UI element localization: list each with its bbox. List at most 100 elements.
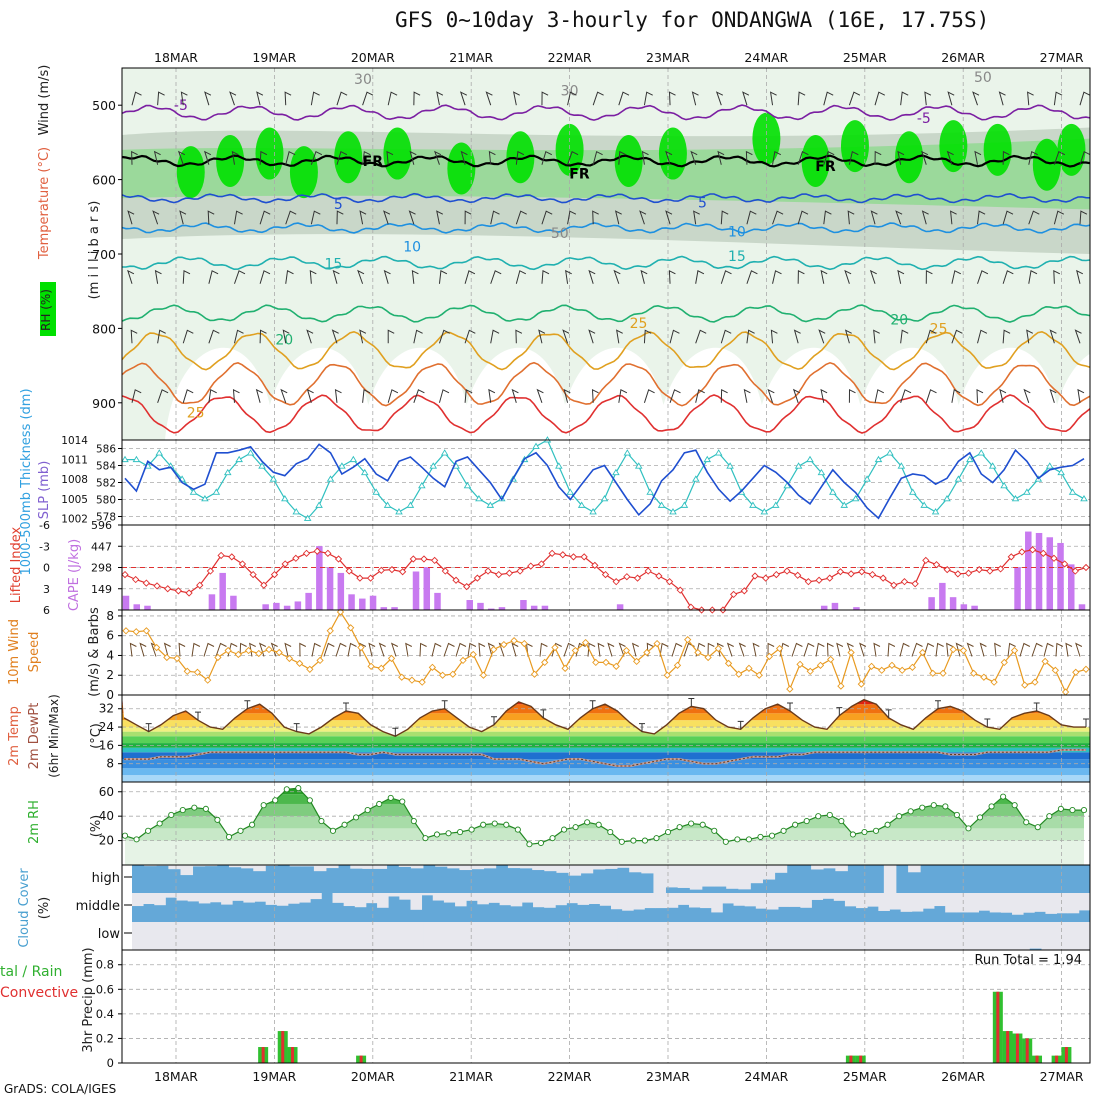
cloud-cover-cell: [789, 893, 801, 907]
wind-barb: [386, 150, 394, 165]
rh-point: [537, 839, 545, 847]
wind-barb: [436, 210, 444, 225]
wind-barb: [836, 642, 844, 657]
thickness-axis-label: 1000-500mb Thickness (dm): [19, 388, 34, 575]
cape-bar: [498, 607, 506, 610]
isotherm-label: 10: [728, 225, 746, 241]
cloud-cover-cell: [362, 922, 375, 950]
lifted-index-point: [292, 554, 300, 562]
wind-speed-point: [888, 661, 896, 669]
cloud-cover-cell: [471, 922, 485, 950]
cloud-cover-cell: [338, 922, 351, 950]
cloud-cover-cell: [622, 893, 634, 911]
isotherm-line: [121, 304, 1091, 323]
cloud-cover-cell: [798, 922, 812, 950]
wind-barb: [720, 329, 732, 344]
slp-point: [1080, 494, 1088, 502]
lifted-index-point: [911, 580, 919, 588]
rh-tick-label: 60: [99, 785, 114, 799]
wind-barb: [820, 388, 828, 403]
cape-bar: [208, 594, 216, 610]
cloud-cover-cell: [510, 893, 523, 907]
lifted-index-point: [623, 573, 631, 581]
cape-bar: [939, 582, 946, 610]
wind-speed-point: [479, 671, 488, 679]
wind-barb: [738, 642, 746, 657]
temperature-range-bar: [392, 727, 399, 737]
wind-barb: [668, 269, 676, 284]
lifted-index-point: [900, 578, 909, 586]
wind-barb: [413, 389, 425, 403]
temperature-range-bar: [984, 718, 991, 728]
rh-point: [387, 794, 394, 801]
precip-tick-label: 0: [107, 1056, 114, 1070]
wind-barb: [772, 270, 782, 284]
cloud-cover-cell: [459, 922, 472, 950]
lifted-index-point: [964, 569, 973, 577]
wind-barb: [1077, 388, 1085, 403]
wind-barb: [551, 642, 562, 657]
wind-barb: [998, 91, 1006, 106]
slp-point: [532, 442, 540, 449]
temperature-tick-label: 24: [99, 720, 114, 734]
rh-point: [1069, 807, 1076, 814]
cape-tick-label: 298: [91, 562, 112, 575]
wind-barb: [459, 91, 468, 106]
wind-barb: [870, 210, 878, 225]
lifted-index-point: [772, 570, 780, 579]
cape-bar: [1057, 542, 1064, 610]
rh-point: [457, 828, 464, 836]
wind-barb: [900, 389, 912, 403]
wind-speed-point: [755, 671, 763, 679]
wind-barb: [285, 270, 294, 284]
cloud-cover-cell: [644, 893, 656, 909]
slp-point: [1068, 488, 1077, 495]
date-label-bottom: 18MAR: [154, 1069, 198, 1084]
wind-speed-point: [1082, 665, 1090, 673]
wind-barb: [887, 642, 896, 657]
rh-point: [283, 786, 290, 793]
cloud-cover-cell: [945, 893, 957, 913]
cape-bar: [359, 598, 366, 610]
wind-barb: [752, 642, 760, 657]
lifted-index-point: [206, 567, 215, 575]
thickness-tick-label: 584: [96, 461, 116, 473]
wind-speed-point: [357, 643, 365, 652]
wind-speed-point: [398, 673, 406, 681]
cloud-cover-cell: [168, 922, 181, 950]
cloud-cover-cell: [922, 893, 935, 909]
rh-point: [745, 836, 752, 843]
date-label-bottom: 24MAR: [744, 1069, 788, 1084]
wind-speed-point: [745, 664, 753, 672]
precip-convective-bar: [1025, 1038, 1029, 1063]
rh-point: [168, 811, 175, 819]
dewpoint-line: [124, 749, 1086, 767]
wind-barb: [464, 210, 472, 225]
rh-fill: [125, 788, 1084, 795]
slp-point: [966, 455, 974, 463]
temperature-range-bar: [441, 700, 448, 709]
wind-barb: [383, 269, 391, 284]
wind-barb: [618, 150, 627, 165]
precip-convective-bar: [859, 1055, 863, 1063]
wind-barb: [438, 389, 450, 403]
y-axis-units: (m i l l i b a r s): [87, 201, 102, 300]
wind-speed-point: [1031, 678, 1039, 686]
slp-point: [703, 455, 712, 463]
wind-barb: [1079, 210, 1088, 225]
rh-point: [711, 827, 718, 834]
slp-point: [155, 449, 164, 456]
dry-region: [165, 347, 275, 440]
wind-barb: [1065, 642, 1073, 657]
isotherm-label: 30: [561, 83, 579, 99]
date-label-bottom: 27MAR: [1040, 1069, 1084, 1084]
cape-bar: [971, 605, 978, 610]
cloud-cover-cell: [301, 865, 315, 867]
rh-saturated-region: [658, 127, 687, 180]
wind-barb: [1053, 269, 1061, 284]
cape-bar: [326, 567, 334, 610]
wind-barb: [592, 91, 604, 106]
wind-barb: [332, 269, 340, 284]
isotherm-label: FR: [363, 154, 384, 170]
